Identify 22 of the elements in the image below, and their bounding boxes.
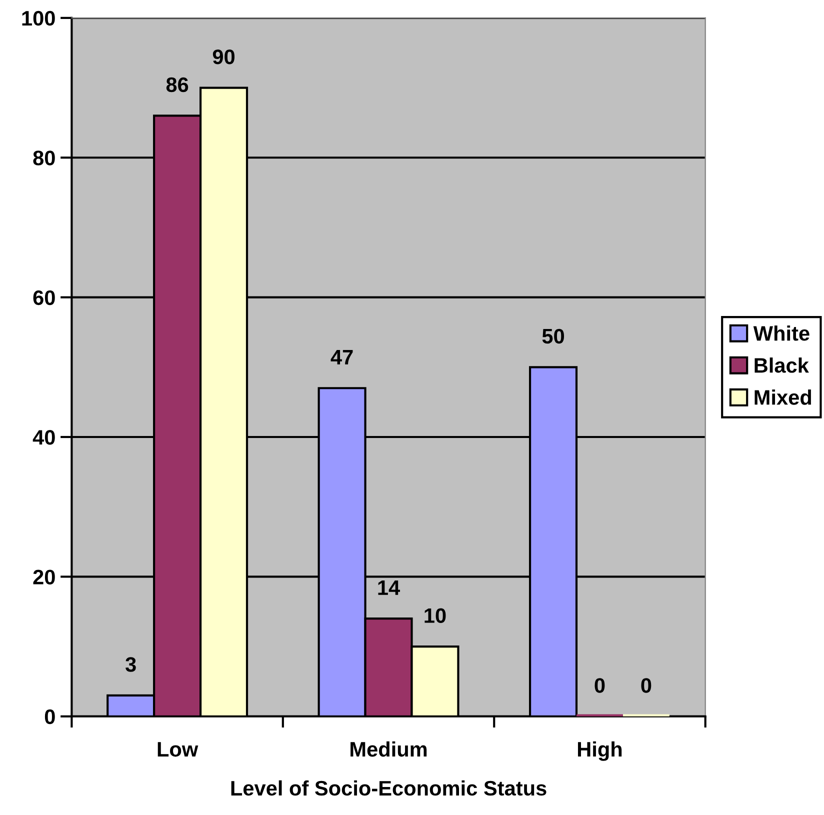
y-tick-label: 20	[33, 570, 55, 584]
y-tick-label: 100	[22, 10, 55, 26]
data-label: 3	[126, 657, 136, 672]
y-tick-label: 0	[44, 709, 55, 724]
data-label: 50	[542, 328, 564, 344]
legend-label: Black	[754, 358, 809, 373]
data-label: 0	[594, 678, 605, 693]
x-tick-label: Low	[158, 742, 198, 757]
data-label: 0	[641, 678, 652, 693]
data-label: 90	[212, 49, 234, 64]
x-tick-label: Medium	[350, 741, 427, 757]
data-label: 14	[378, 580, 400, 595]
legend-label: White	[753, 325, 810, 341]
y-tick-label: 40	[32, 430, 55, 445]
data-label: 86	[166, 77, 188, 92]
data-label: 47	[330, 350, 353, 364]
y-tick-label: 80	[33, 150, 55, 166]
legend-label: Mixed	[754, 390, 812, 405]
x-axis-title: Level of Socio-Economic Status	[231, 780, 546, 796]
y-tick-label: 60	[33, 290, 55, 306]
data-label: 10	[424, 608, 446, 623]
x-tick-label: High	[578, 741, 622, 761]
